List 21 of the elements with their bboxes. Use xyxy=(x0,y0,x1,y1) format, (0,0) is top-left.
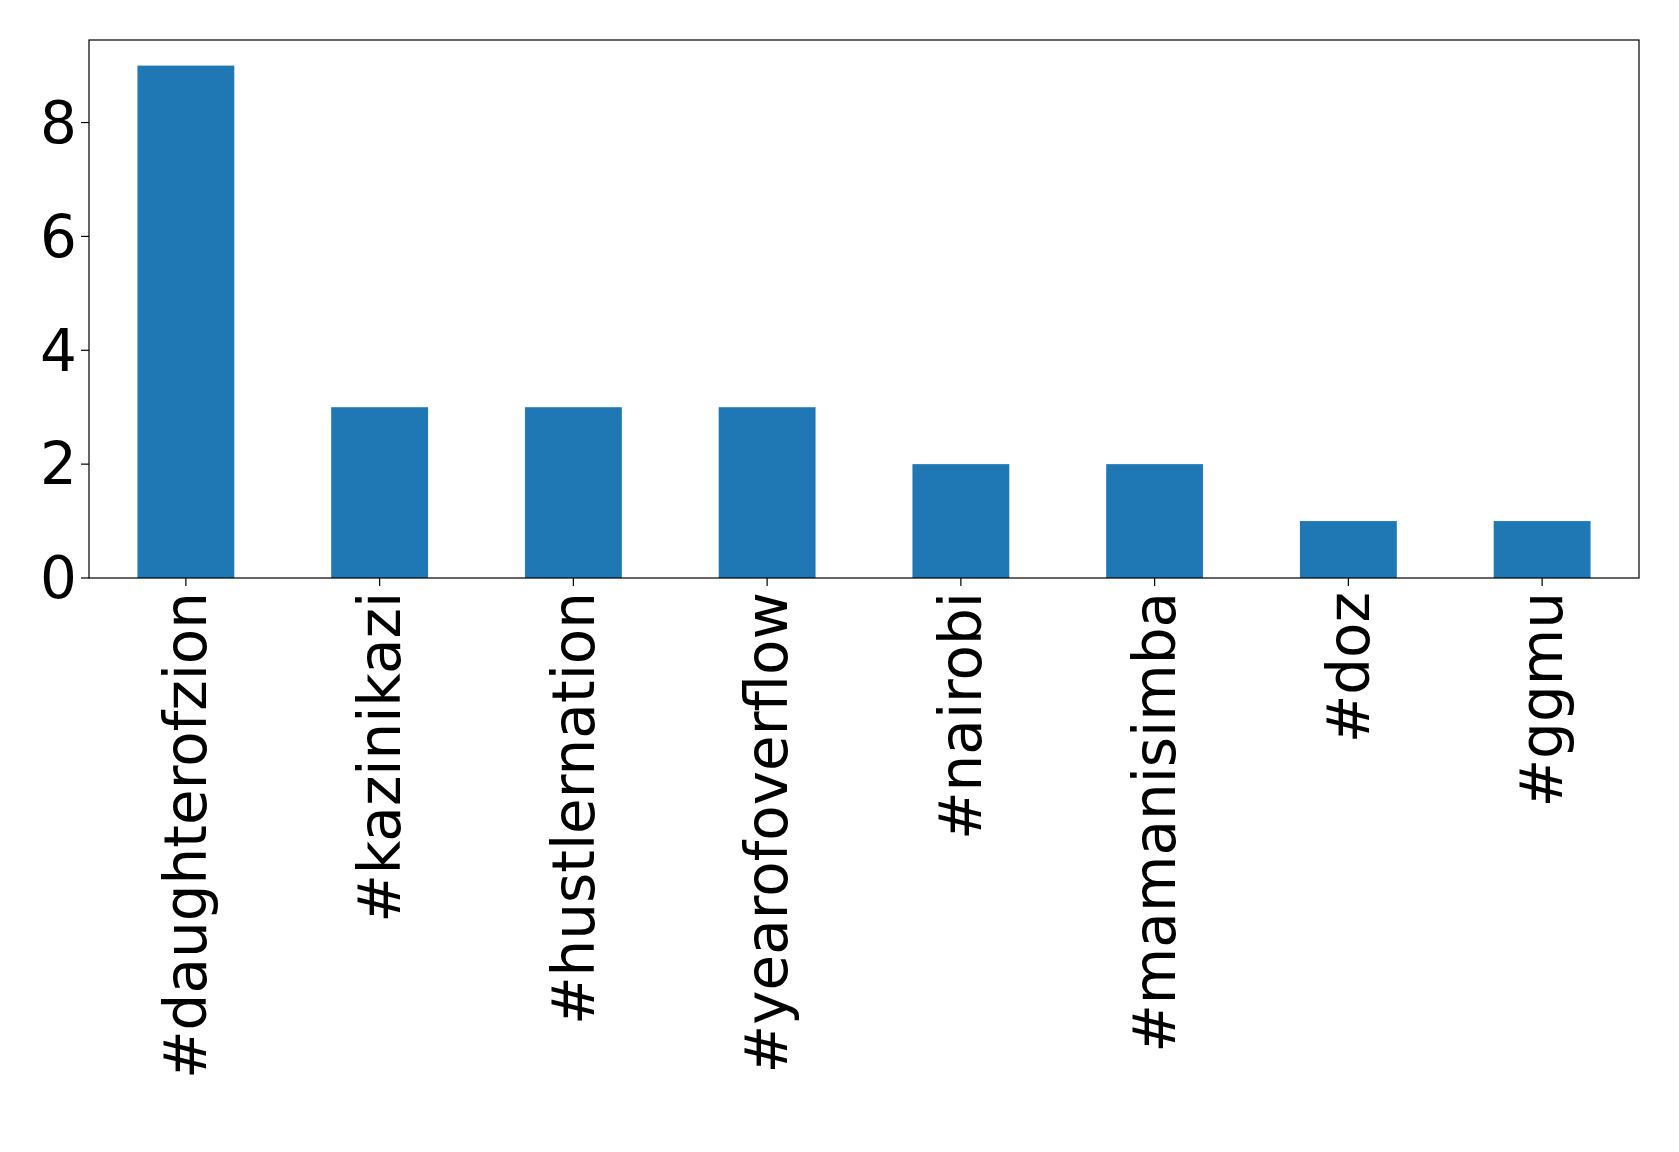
bar xyxy=(1299,521,1397,578)
bar xyxy=(524,407,622,578)
bar xyxy=(718,407,816,578)
bar xyxy=(1493,521,1591,578)
x-tick-label: #kazinikazi xyxy=(345,592,414,923)
x-tick-label: #ggmu xyxy=(1508,592,1577,808)
bar xyxy=(331,407,429,578)
y-tick-label: 2 xyxy=(40,430,77,499)
bar xyxy=(137,65,235,578)
y-tick-label: 8 xyxy=(40,88,77,157)
y-tick-label: 0 xyxy=(40,544,77,613)
bar xyxy=(912,464,1010,578)
y-tick-label: 6 xyxy=(40,202,77,271)
x-tick-label: #yearofoverflow xyxy=(733,592,802,1074)
x-tick-label: #daughterofzion xyxy=(152,592,221,1079)
y-tick-label: 4 xyxy=(40,316,77,385)
bar xyxy=(1106,464,1204,578)
x-tick-label: #nairobi xyxy=(927,592,996,841)
x-tick-label: #hustlernation xyxy=(539,592,608,1026)
x-tick-label: #mamanisimba xyxy=(1120,592,1189,1053)
x-tick-label: #doz xyxy=(1314,592,1383,744)
